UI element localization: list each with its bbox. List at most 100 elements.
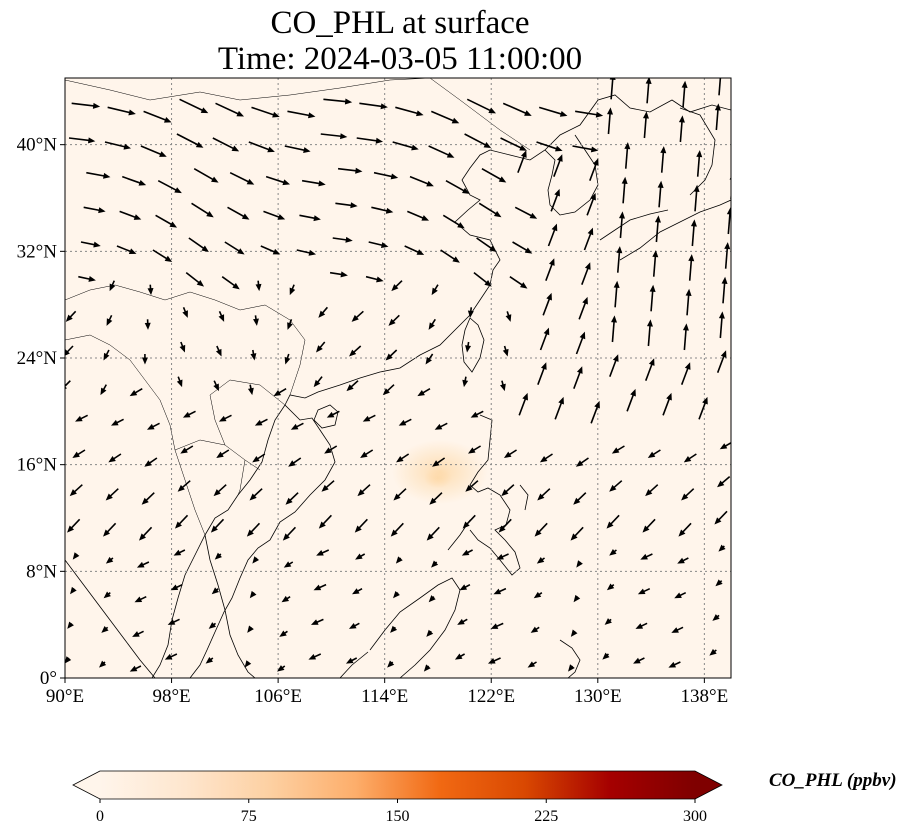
wind-arrow	[635, 622, 648, 629]
wind-arrow	[265, 175, 291, 186]
wind-arrow	[72, 552, 80, 560]
wind-arrow	[395, 556, 403, 564]
wind-arrow	[505, 311, 512, 322]
wind-arrow	[173, 549, 186, 556]
wind-arrow	[573, 594, 581, 603]
wind-arrow	[78, 275, 96, 282]
wind-arrow	[677, 557, 689, 564]
map-frame	[64, 77, 732, 679]
wind-arrow	[287, 110, 316, 119]
wind-arrow	[176, 376, 183, 388]
wind-arrow	[680, 362, 691, 385]
wind-arrow	[539, 453, 553, 463]
wind-arrow	[440, 249, 460, 263]
wind-arrow	[296, 249, 317, 256]
wind-arrow	[553, 154, 563, 177]
wind-arrow	[590, 400, 600, 424]
wind-arrow	[323, 98, 353, 105]
wind-arrow	[493, 587, 507, 595]
wind-arrow	[645, 78, 652, 104]
wind-arrow	[501, 484, 515, 497]
wind-arrow	[316, 341, 326, 353]
wind-arrow	[285, 492, 299, 505]
wind-arrow	[385, 349, 398, 361]
wind-arrow	[246, 522, 261, 537]
wind-arrow	[179, 341, 186, 353]
wind-arrow	[348, 622, 360, 629]
lat-tick-label: 16°N	[17, 455, 58, 476]
lon-tick-label: 130°E	[574, 686, 622, 707]
wind-arrow	[660, 146, 667, 173]
wind-arrow	[346, 380, 359, 392]
wind-arrow	[652, 250, 659, 277]
wind-arrow	[318, 306, 329, 318]
wind-arrow	[354, 518, 368, 533]
wind-arrow	[284, 145, 311, 154]
wind-arrow	[157, 179, 182, 194]
wind-arrow	[678, 115, 685, 143]
wind-arrow	[65, 310, 77, 322]
wind-arrow	[144, 457, 158, 467]
wind-arrow	[108, 453, 122, 463]
wind-arrow	[213, 484, 227, 497]
wind-arrow	[250, 349, 257, 361]
wind-arrow	[609, 548, 617, 556]
wind-arrow	[646, 319, 653, 347]
wind-arrow	[282, 526, 297, 541]
wind-arrow	[545, 258, 555, 281]
wind-arrow	[357, 484, 371, 497]
wind-arrow	[611, 315, 617, 343]
wind-arrow	[500, 137, 527, 151]
wind-arrow	[732, 138, 738, 165]
wind-arrow	[349, 345, 362, 357]
wind-arrow	[395, 106, 424, 117]
colorbar-tick-label: 0	[96, 808, 104, 825]
wind-arrow	[252, 556, 260, 564]
colorbar-max-extension	[695, 771, 722, 799]
wind-arrow	[320, 133, 348, 140]
wind-arrow	[244, 660, 252, 668]
wind-arrow	[606, 583, 615, 591]
wind-arrow	[466, 98, 497, 114]
wind-arrow	[431, 284, 439, 296]
lat-tick-label: 32°N	[17, 241, 58, 262]
wind-arrow	[247, 625, 254, 633]
wind-arrow	[690, 219, 697, 247]
wind-arrow	[103, 349, 110, 361]
wind-arrow	[387, 660, 395, 668]
wind-arrow	[616, 246, 623, 273]
wind-arrow	[503, 449, 517, 458]
wind-arrow	[537, 488, 551, 501]
wind-arrow	[512, 241, 533, 254]
wind-arrow	[210, 518, 225, 533]
wind-arrow	[396, 453, 410, 463]
wind-arrow	[602, 652, 610, 660]
wind-arrow	[188, 237, 209, 252]
wind-arrow	[647, 449, 661, 458]
wind-arrow	[368, 241, 389, 249]
wind-arrow	[514, 206, 538, 219]
wind-arrow	[355, 553, 366, 560]
wind-arrow	[542, 292, 552, 316]
wind-arrow	[454, 653, 466, 660]
wind-arrow	[696, 150, 703, 177]
wind-arrow	[337, 167, 363, 174]
wind-arrow	[129, 387, 143, 397]
colorbar-title: CO_PHL (ppbv)	[769, 770, 897, 791]
wind-arrow	[621, 176, 628, 204]
wind-arrow	[498, 518, 512, 533]
wind-arrow	[478, 202, 502, 218]
wind-arrow	[430, 110, 460, 124]
wind-arrow	[423, 664, 431, 672]
wind-arrow	[715, 579, 723, 587]
wind-arrow	[533, 591, 543, 599]
wind-arrow	[174, 514, 189, 529]
wind-arrow	[671, 626, 684, 633]
wind-arrow	[633, 657, 645, 664]
lon-tick-label: 122°E	[467, 686, 515, 707]
wind-arrow	[180, 445, 194, 454]
wind-arrow	[537, 362, 547, 385]
wind-arrow	[698, 396, 708, 420]
wind-arrow	[426, 526, 440, 541]
wind-arrow	[609, 480, 623, 492]
